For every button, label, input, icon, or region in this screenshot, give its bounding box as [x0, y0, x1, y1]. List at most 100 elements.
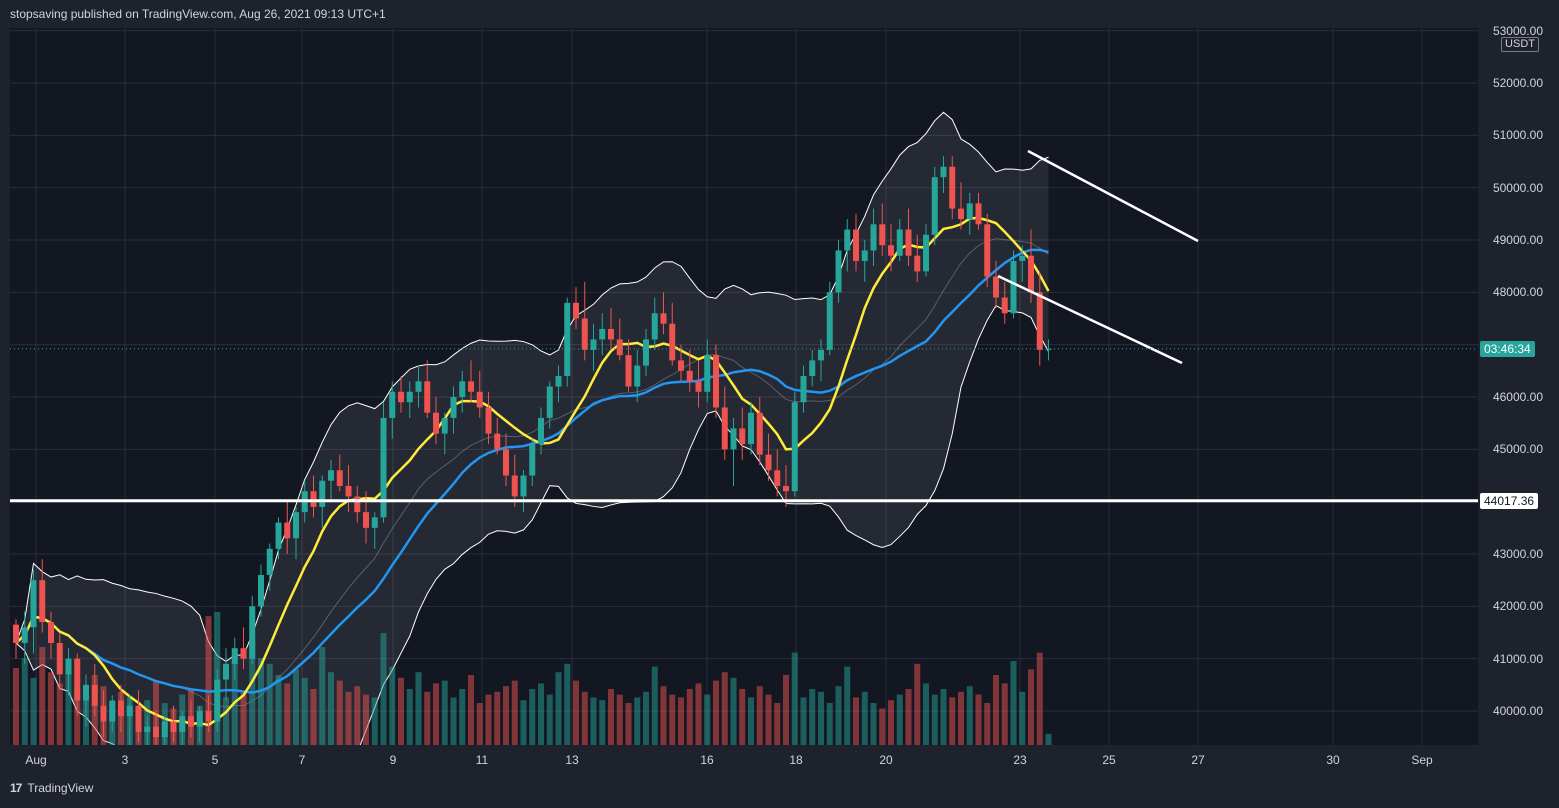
candle-body	[949, 166, 956, 209]
volume-bar	[844, 666, 851, 745]
candle-body	[511, 475, 518, 497]
candle-body	[336, 470, 343, 486]
volume-bar	[678, 697, 684, 745]
publish-info: stopsaving published on TradingView.com,…	[10, 7, 386, 21]
volume-bar	[48, 672, 54, 745]
price-tick-label: 48000.00	[1492, 285, 1543, 300]
time-tick-label: 25	[1102, 753, 1116, 767]
volume-bar	[599, 700, 606, 745]
candle-body	[634, 365, 641, 387]
candle-body	[494, 433, 501, 450]
candle-body	[424, 381, 431, 413]
time-tick-label: 23	[1013, 753, 1027, 767]
time-tick-label: 3	[121, 753, 129, 767]
time-tick-label: 30	[1326, 753, 1340, 767]
volume-bar	[13, 668, 19, 745]
candle-body	[459, 381, 466, 397]
candle-body	[83, 684, 89, 701]
volume-bar	[730, 677, 737, 745]
candle-body	[984, 224, 991, 277]
tradingview-logo-icon: 17	[10, 781, 22, 795]
candle-body	[853, 229, 859, 261]
volume-bar	[756, 686, 763, 745]
candle-body	[590, 339, 597, 350]
bollinger-band-fill	[16, 112, 1049, 745]
time-axis[interactable]: Aug 3 5 7 9 11 13 16 18 20 23 25 27 30 Sep	[10, 745, 1478, 771]
candle-body	[844, 229, 851, 251]
volume-bar	[293, 669, 299, 745]
candle-body	[275, 522, 282, 549]
candle-body	[1045, 348, 1052, 350]
volume-bar	[65, 663, 72, 745]
volume-bar	[406, 689, 413, 745]
candle-body	[520, 475, 527, 497]
volume-bar	[923, 683, 929, 745]
volume-bar	[468, 675, 474, 745]
volume-bar	[546, 694, 553, 745]
candle-body	[214, 679, 221, 722]
volume-bar	[74, 689, 81, 745]
candle-body	[870, 224, 877, 251]
candle-body	[310, 491, 317, 507]
volume-bar	[424, 691, 431, 745]
candle-body	[538, 417, 544, 445]
candle-body	[109, 700, 116, 722]
candle-body	[441, 417, 448, 434]
price-axis[interactable]: USDT 03:46:34 44017.36 53000.00 52000.00 5…	[1478, 24, 1559, 745]
footer-brand[interactable]: 17 TradingView	[10, 781, 93, 795]
volume-bar	[1001, 683, 1008, 745]
candle-body	[354, 496, 361, 513]
time-tick-label: 11	[475, 753, 489, 767]
volume-bar	[371, 697, 378, 745]
volume-bar	[949, 697, 956, 745]
price-tick-label: 43000.00	[1492, 547, 1543, 561]
currency-unit[interactable]: USDT	[1501, 37, 1539, 52]
candle-body	[835, 250, 842, 293]
volume-bar	[511, 680, 518, 745]
candle-body	[406, 391, 413, 403]
volume-bar	[538, 683, 544, 745]
volume-bar	[643, 691, 649, 745]
candle-body	[555, 376, 562, 387]
price-tick-label: 51000.00	[1492, 128, 1543, 143]
volume-bar	[555, 672, 562, 745]
volume-bar	[336, 680, 343, 745]
candle-body	[240, 648, 247, 659]
volume-bar	[765, 694, 772, 745]
time-tick-label: 5	[211, 753, 219, 767]
candle-body	[503, 449, 509, 476]
candle-body	[791, 402, 798, 492]
volume-bar	[914, 663, 921, 745]
price-tick-label: 46000.00	[1492, 390, 1543, 404]
candle-body	[485, 407, 492, 434]
candle-body	[800, 376, 807, 403]
candle-body	[739, 428, 746, 445]
candle-body	[826, 292, 833, 350]
volume-bar	[896, 694, 903, 745]
volume-bar	[958, 691, 964, 745]
candle-body	[56, 642, 63, 675]
volume-bar	[625, 703, 632, 745]
volume-bar	[581, 691, 588, 745]
volume-bar	[415, 672, 422, 745]
candle-body	[371, 517, 378, 528]
candle-body	[905, 229, 912, 256]
candle-body	[678, 360, 684, 371]
candle-body	[931, 177, 938, 235]
channel-upper-trendline	[1027, 149, 1199, 243]
volume-bar	[21, 658, 28, 745]
candle-body	[135, 705, 142, 732]
candle-body	[48, 622, 54, 643]
price-tick-label: 52000.00	[1492, 76, 1543, 90]
candle-body	[1036, 292, 1043, 350]
candle-body	[756, 412, 763, 455]
volume-bar	[345, 691, 352, 745]
chart-canvas[interactable]	[10, 28, 1478, 745]
time-tick-label: 18	[789, 753, 803, 767]
volume-bar	[310, 689, 317, 745]
volume-bar	[634, 697, 641, 745]
volume-bar	[1028, 669, 1034, 745]
price-chart[interactable]	[10, 28, 1478, 745]
candle-body	[126, 705, 133, 717]
candle-body	[433, 412, 439, 434]
